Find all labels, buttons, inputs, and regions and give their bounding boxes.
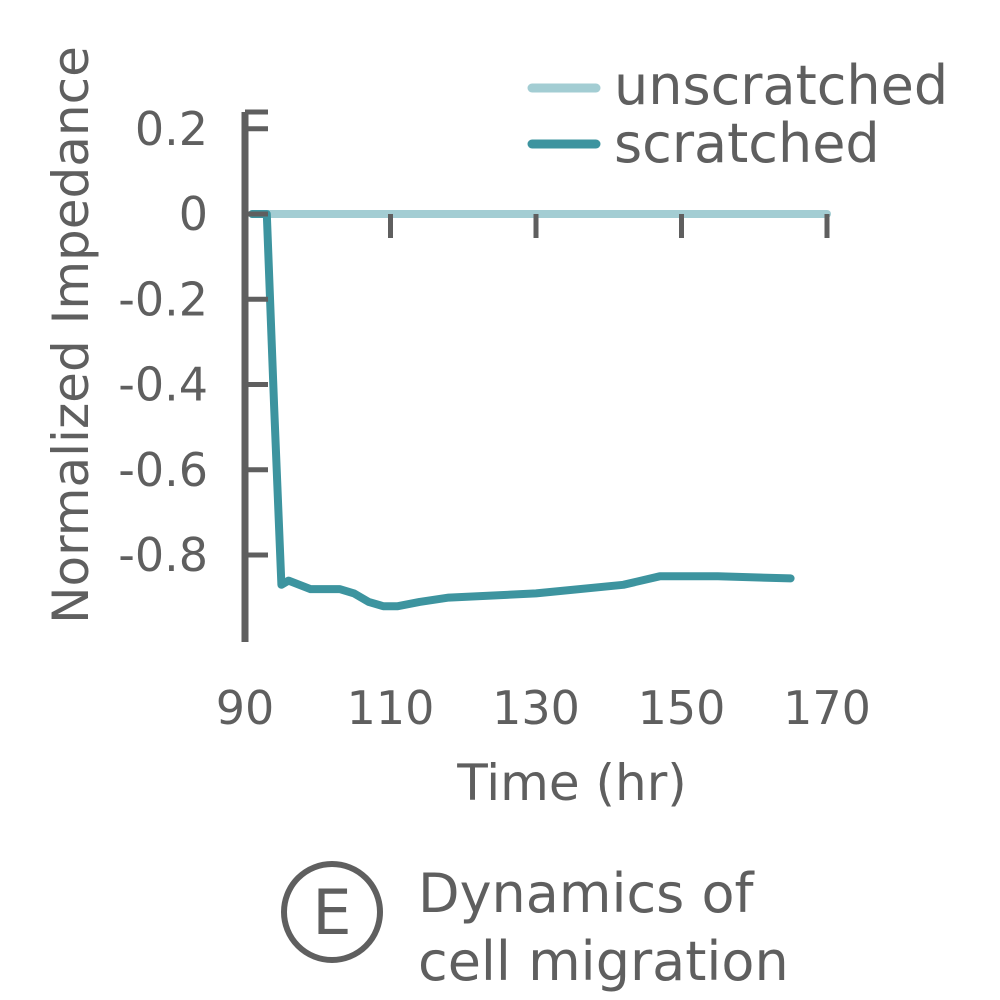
- caption-line-2: cell migration: [418, 930, 789, 993]
- series-layer: [248, 210, 831, 611]
- axes-layer: [241, 109, 268, 642]
- y-ticks-layer: 0.2 0 -0.2 -0.4 -0.6 -0.8: [118, 102, 268, 582]
- y-tick-label: -0.6: [118, 443, 208, 497]
- y-axis-title: Normalized Impedance: [42, 46, 100, 624]
- y-tick-label: 0.2: [135, 102, 208, 156]
- x-tick-label: 150: [638, 681, 726, 735]
- x-axis-title: Time (hr): [456, 754, 687, 812]
- x-tick-label: 90: [216, 681, 275, 735]
- y-tick-label: -0.4: [118, 358, 208, 412]
- x-tick-label: 170: [783, 681, 871, 735]
- y-tick-label: 0: [179, 187, 208, 241]
- legend: unscratched scratched: [527, 54, 948, 175]
- x-ticks-layer: 90 110 130 150 170: [216, 214, 871, 735]
- x-tick-label: 130: [492, 681, 580, 735]
- x-tick-label: 110: [347, 681, 435, 735]
- caption-badge-letter: E: [312, 876, 351, 949]
- y-tick-label: -0.2: [118, 272, 208, 326]
- caption-badge-circle: [281, 861, 383, 963]
- series-line-scratched: [248, 210, 795, 611]
- legend-label-scratched: scratched: [614, 112, 880, 175]
- y-tick-label: -0.8: [118, 528, 208, 582]
- legend-label-unscratched: unscratched: [614, 54, 948, 117]
- caption: E Dynamics of cell migration: [281, 861, 789, 993]
- caption-line-1: Dynamics of: [418, 862, 755, 925]
